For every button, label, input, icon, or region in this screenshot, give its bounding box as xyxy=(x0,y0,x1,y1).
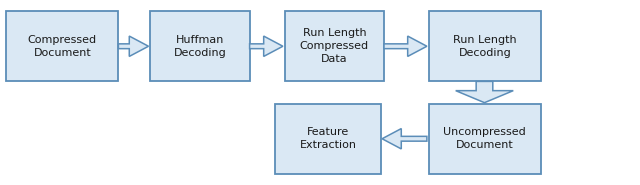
FancyBboxPatch shape xyxy=(429,104,541,174)
Text: Huffman
Decoding: Huffman Decoding xyxy=(173,35,227,58)
FancyBboxPatch shape xyxy=(150,11,250,81)
FancyBboxPatch shape xyxy=(6,11,118,81)
FancyBboxPatch shape xyxy=(429,11,541,81)
Text: Feature
Extraction: Feature Extraction xyxy=(300,127,356,150)
Polygon shape xyxy=(384,36,427,56)
FancyBboxPatch shape xyxy=(285,11,384,81)
Polygon shape xyxy=(456,81,513,103)
Text: Run Length
Decoding: Run Length Decoding xyxy=(453,35,516,58)
FancyBboxPatch shape xyxy=(275,104,381,174)
Polygon shape xyxy=(250,36,283,56)
Polygon shape xyxy=(118,36,148,56)
Polygon shape xyxy=(382,129,427,149)
Text: Uncompressed
Document: Uncompressed Document xyxy=(444,127,526,150)
Text: Run Length
Compressed
Data: Run Length Compressed Data xyxy=(300,28,369,64)
Text: Compressed
Document: Compressed Document xyxy=(28,35,97,58)
